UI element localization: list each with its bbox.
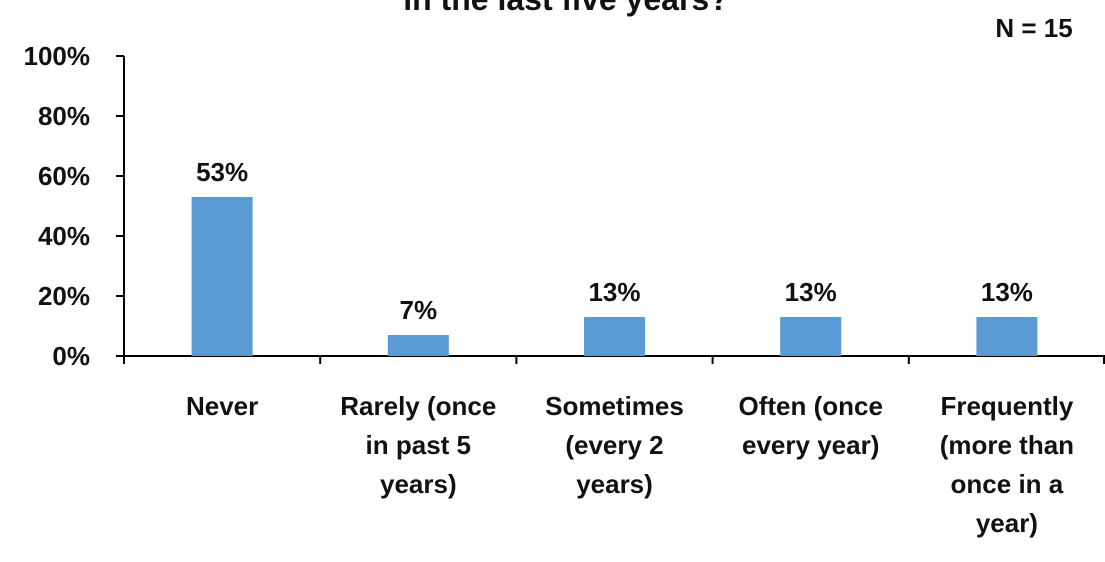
bar-value-label: 13% xyxy=(588,277,640,307)
category-labels: Never Rarely (once in past 5 years)Sometime… xyxy=(186,391,1074,538)
y-tick-label: 100% xyxy=(24,41,91,71)
category-label: Often (once every year) xyxy=(738,391,882,460)
y-tick-label: 40% xyxy=(38,221,90,251)
category-label: Frequently (more than once in a year) xyxy=(940,391,1074,538)
category-label: Rarely (once in past 5 years) xyxy=(340,391,496,499)
x-axis xyxy=(123,355,1105,364)
y-tick-label: 60% xyxy=(38,161,90,191)
bar xyxy=(584,317,645,356)
category-label: Never xyxy=(186,391,258,421)
y-tick-label: 20% xyxy=(38,281,90,311)
category-label-line: years) xyxy=(576,469,653,499)
category-label-line: in past 5 xyxy=(366,430,471,460)
y-axis: 0% 20% 40% 60% 80% 100% xyxy=(24,41,125,371)
category-label: Sometimes (every 2 years) xyxy=(545,391,684,499)
category-label-line: Rarely (once xyxy=(340,391,496,421)
bar-value-label: 53% xyxy=(196,157,248,187)
bar xyxy=(976,317,1038,356)
bar xyxy=(780,317,842,356)
category-label-line: Sometimes xyxy=(545,391,684,421)
category-label-line: Frequently xyxy=(940,391,1073,421)
category-label-line: (every 2 xyxy=(565,430,663,460)
y-tick-label: 80% xyxy=(38,101,90,131)
sample-size-note: N = 15 xyxy=(995,13,1072,43)
category-label-line: years) xyxy=(380,469,457,499)
category-label-line: Often (once xyxy=(738,391,882,421)
bar xyxy=(387,335,449,356)
bar xyxy=(191,197,253,356)
category-label-line: Never xyxy=(186,391,258,421)
chart-title: in the last five years? xyxy=(403,0,728,17)
bar-value-label: 13% xyxy=(981,277,1033,307)
category-label-line: (more than xyxy=(940,430,1074,460)
category-label-line: once in a xyxy=(951,469,1064,499)
y-tick-label: 0% xyxy=(52,341,90,371)
bars xyxy=(191,197,1038,356)
bar-value-label: 13% xyxy=(785,277,837,307)
bar-value-label: 7% xyxy=(400,295,438,325)
category-label-line: every year) xyxy=(742,430,879,460)
category-label-line: year) xyxy=(976,508,1038,538)
bar-labels: 53% 7% 13% 13% 13% xyxy=(196,157,1033,325)
